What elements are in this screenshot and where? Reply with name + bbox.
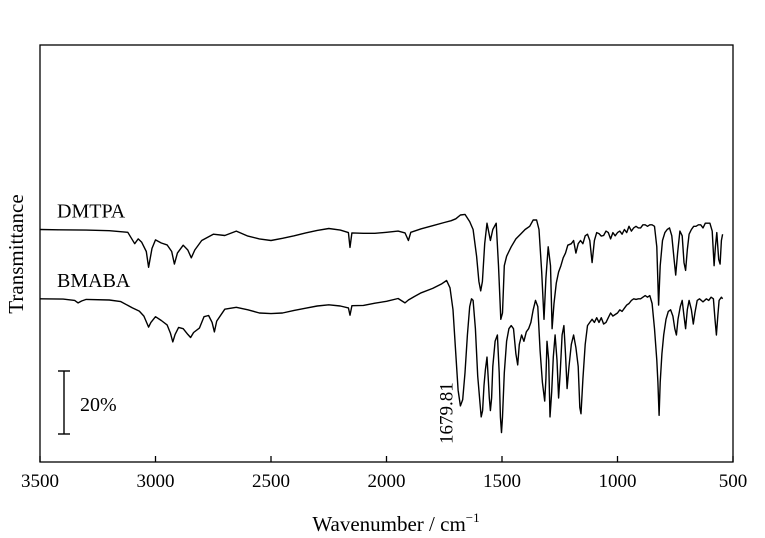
scale-bar: 20%	[58, 370, 117, 435]
plot-frame	[39, 44, 734, 463]
x-tick-label-1500: 1500	[483, 471, 521, 492]
x-axis-title: Wavenumber / cm−1	[312, 510, 479, 536]
peak-annotation-label: 1679.81	[437, 382, 458, 444]
scale-bar-label: 20%	[80, 394, 117, 416]
series-label-dmtpa: DMTPA	[57, 200, 126, 222]
x-tick-label-1000: 1000	[599, 471, 637, 492]
x-axis-title-main: Wavenumber / cm	[312, 512, 465, 536]
x-tick-label-2500: 2500	[252, 471, 290, 492]
series-label-bmaba: BMABA	[57, 270, 131, 292]
series-line-dmtpa	[39, 213, 724, 330]
series-labels: DMTPA BMABA	[57, 200, 131, 291]
series-line-bmaba	[39, 279, 724, 434]
x-axis-ticks: 3500 3000 2500 2000 1500 1000 500	[21, 456, 747, 492]
x-tick-label-3500: 3500	[21, 471, 59, 492]
x-tick-label-3000: 3000	[137, 471, 175, 492]
spectra-group	[39, 213, 724, 434]
x-tick-label-2000: 2000	[368, 471, 406, 492]
x-tick-label-500: 500	[719, 471, 748, 492]
x-axis-title-exponent: −1	[466, 510, 480, 525]
y-axis-title: Transmittance	[4, 194, 28, 313]
annotations: 1679.81	[437, 382, 458, 444]
